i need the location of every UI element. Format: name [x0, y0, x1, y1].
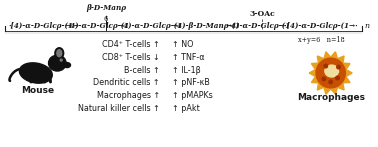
- Text: →4)-α-D-Glcρ-(1: →4)-α-D-Glcρ-(1: [225, 22, 290, 30]
- Text: CD4⁺ T-cells ↑: CD4⁺ T-cells ↑: [102, 40, 160, 49]
- Text: Macrophages ↑: Macrophages ↑: [97, 91, 160, 100]
- Text: 6: 6: [104, 15, 108, 22]
- Text: →4)-α-D-Glcρ-(1: →4)-α-D-Glcρ-(1: [64, 22, 129, 30]
- Ellipse shape: [57, 50, 62, 57]
- Text: ↑ pAkt: ↑ pAkt: [172, 104, 199, 113]
- Text: ↑ pNF-κB: ↑ pNF-κB: [172, 78, 209, 87]
- Text: β-D-Manρ: β-D-Manρ: [86, 4, 126, 12]
- Circle shape: [322, 77, 325, 81]
- Circle shape: [60, 59, 62, 61]
- Ellipse shape: [19, 63, 52, 83]
- Text: x+y=6   n=18: x+y=6 n=18: [299, 36, 345, 44]
- Text: Mouse: Mouse: [21, 86, 54, 95]
- Text: ↑ TNF-α: ↑ TNF-α: [172, 53, 204, 62]
- Text: ↑ IL-1β: ↑ IL-1β: [172, 66, 200, 75]
- Circle shape: [324, 64, 328, 68]
- Text: →4)-α-D-Glcρ-(1: →4)-α-D-Glcρ-(1: [118, 22, 183, 30]
- Text: Macrophages: Macrophages: [297, 93, 365, 102]
- Text: →·[4)-α-D-Glcρ-(1→·: →·[4)-α-D-Glcρ-(1→·: [279, 22, 359, 30]
- Ellipse shape: [316, 58, 345, 88]
- Text: 3-OAc: 3-OAc: [249, 10, 275, 17]
- Text: →4)-β-D-Manρ-(1: →4)-β-D-Manρ-(1: [172, 22, 240, 30]
- Circle shape: [337, 65, 340, 69]
- Text: ↑ NO: ↑ NO: [172, 40, 193, 49]
- Text: B-cells ↑: B-cells ↑: [124, 66, 160, 75]
- Text: Natural killer cells ↑: Natural killer cells ↑: [78, 104, 160, 113]
- Text: 1: 1: [104, 22, 108, 30]
- Text: CD8⁺ T-cells ↓: CD8⁺ T-cells ↓: [102, 53, 160, 62]
- Ellipse shape: [64, 63, 71, 68]
- Circle shape: [329, 80, 333, 84]
- Circle shape: [336, 76, 339, 80]
- Polygon shape: [309, 52, 352, 94]
- Ellipse shape: [48, 55, 66, 71]
- Text: n: n: [365, 22, 370, 30]
- Ellipse shape: [55, 48, 64, 59]
- Text: ↑ pMAPKs: ↑ pMAPKs: [172, 91, 212, 100]
- Ellipse shape: [325, 65, 339, 77]
- Text: ↓: ↓: [104, 20, 109, 25]
- Text: Dendritic cells ↑: Dendritic cells ↑: [93, 78, 160, 87]
- Text: ·[4)-α-D-Glcρ-(1→: ·[4)-α-D-Glcρ-(1→: [9, 22, 79, 30]
